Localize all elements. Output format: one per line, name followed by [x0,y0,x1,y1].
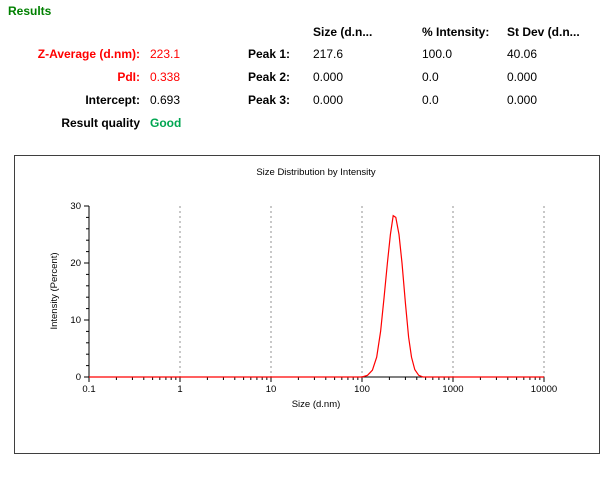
y-axis-label: Intensity (Percent) [49,252,60,329]
chart-tick-labels: 0.1 1 10 100 1000 10000 0 10 20 30 [70,201,557,395]
result-quality-label: Result quality [61,115,140,130]
table-row: Result quality Good [0,111,600,134]
table-row: PdI: 0.338 Peak 2: 0.000 0.0 0.000 [0,65,600,88]
peak1-size-value: 217.6 [313,46,344,61]
result-quality-value: Good [150,115,182,130]
intercept-label: Intercept: [85,92,140,107]
chart-panel: Size Distribution by Intensity 0.1 1 10 100… [14,155,600,454]
intercept-value: 0.693 [150,92,181,107]
x-tick-label: 10 [266,384,277,395]
peak3-size-value: 0.000 [313,92,344,107]
peak3-intensity-value: 0.0 [422,92,439,107]
peak1-label: Peak 1: [247,46,290,61]
x-axis-label: Size (d.nm) [292,399,341,410]
peak2-intensity-value: 0.0 [422,69,439,84]
y-tick-label: 20 [70,258,81,269]
peak3-label: Peak 3: [247,92,290,107]
z-average-label: Z-Average (d.nm): [37,46,140,61]
results-table: Size (d.n... % Intensity: St Dev (d.n...… [0,22,600,134]
x-tick-label: 10000 [531,384,557,395]
chart-ticks [84,205,545,382]
peak3-stdev-value: 0.000 [507,92,538,107]
y-tick-label: 30 [70,201,81,212]
chart-gridlines [179,206,545,377]
table-header-row: Size (d.n... % Intensity: St Dev (d.n... [0,22,600,42]
peak2-size-value: 0.000 [313,69,344,84]
peak2-stdev-value: 0.000 [507,69,538,84]
peak1-intensity-value: 100.0 [422,46,453,61]
x-tick-label: 1000 [442,384,463,395]
col-header-size: Size (d.n... [313,25,373,39]
peak2-label: Peak 2: [247,69,290,84]
x-tick-label: 100 [354,384,370,395]
size-distribution-chart: Size Distribution by Intensity 0.1 1 10 100… [49,167,557,410]
z-average-value: 223.1 [150,46,181,61]
col-header-stdev: St Dev (d.n... [507,25,580,39]
pdi-value: 0.338 [150,69,181,84]
results-section-title: Results [8,4,52,18]
intensity-distribution-curve [89,214,544,378]
y-tick-label: 10 [70,315,81,326]
x-tick-label: 1 [177,384,182,395]
table-row: Intercept: 0.693 Peak 3: 0.000 0.0 0.000 [0,88,600,111]
x-tick-label: 0.1 [82,384,95,395]
col-header-intensity: % Intensity: [422,25,490,39]
chart-title: Size Distribution by Intensity [256,167,376,178]
table-row: Z-Average (d.nm): 223.1 Peak 1: 217.6 10… [0,42,600,65]
peak1-stdev-value: 40.06 [507,46,538,61]
y-tick-label: 0 [76,372,81,383]
pdi-label: PdI: [117,69,140,84]
